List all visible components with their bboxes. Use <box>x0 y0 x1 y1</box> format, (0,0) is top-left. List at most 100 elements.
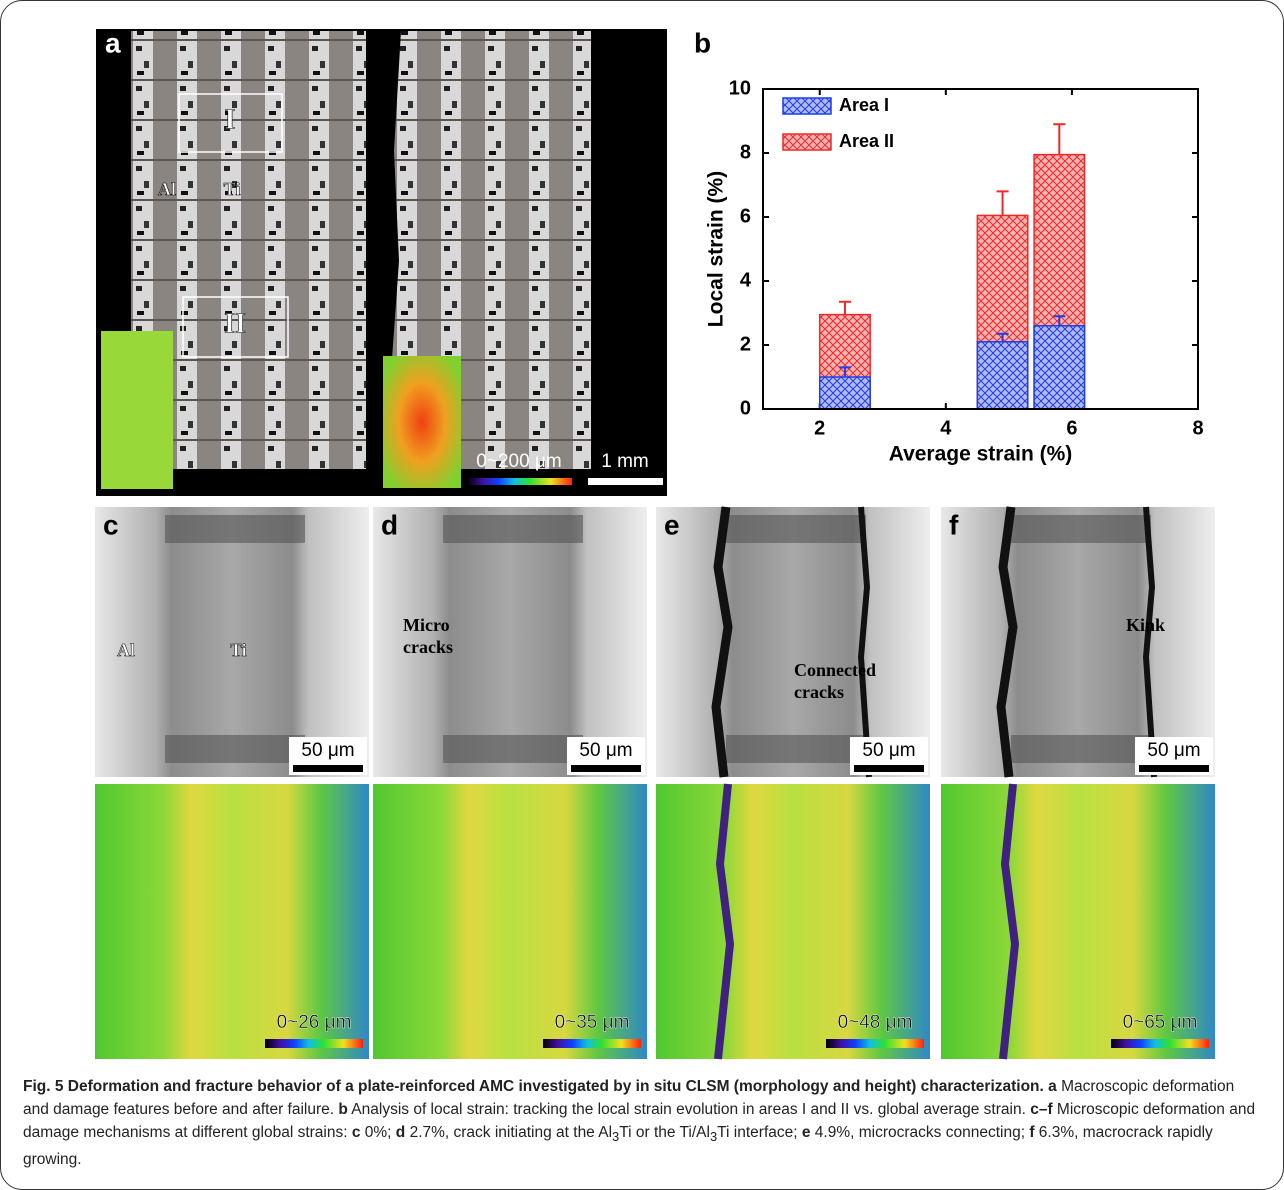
height-inset-before <box>101 331 173 489</box>
interface-band <box>1011 735 1151 763</box>
caption-text: 2.7%, crack initiating at the Al <box>405 1124 613 1141</box>
interface-band <box>443 515 583 543</box>
annotation: Connected <box>794 660 876 680</box>
bar <box>1033 325 1086 410</box>
panel-label: a <box>105 27 121 58</box>
panel-label: e <box>664 509 680 540</box>
interface-band <box>726 735 866 763</box>
colorbar <box>467 478 572 485</box>
y-tick-label: 0 <box>740 397 751 419</box>
y-tick-label: 6 <box>740 205 751 227</box>
scale-label: 50 μm <box>579 740 632 761</box>
crack <box>711 506 733 778</box>
micrograph <box>656 507 930 777</box>
caption-text: Analysis of local strain: tracking the l… <box>347 1101 1031 1118</box>
phase-label: Ti <box>224 179 241 199</box>
y-tick-label: 10 <box>729 77 751 99</box>
y-tick-label: 2 <box>740 333 751 355</box>
height-range: 0~26 μm <box>277 1012 352 1033</box>
caption-text: 3 <box>709 1129 718 1145</box>
scale-label: 50 μm <box>301 740 354 761</box>
scale-label: 50 μm <box>1147 740 1200 761</box>
micrograph <box>373 507 647 777</box>
scale-bar <box>293 765 363 772</box>
annotation: Kink <box>1126 615 1165 635</box>
annotation: Al <box>117 640 135 660</box>
scale-label: 50 μm <box>862 740 915 761</box>
crack-map <box>999 783 1020 1060</box>
bar <box>818 376 871 410</box>
caption-text: c–f <box>1030 1101 1053 1118</box>
legend-label: Area II <box>839 131 894 151</box>
scale-bar <box>1139 765 1209 772</box>
area-label: I <box>225 104 236 135</box>
scale-bar <box>571 765 641 772</box>
crack <box>857 506 872 778</box>
caption-text: 3 <box>612 1129 620 1145</box>
interface-band <box>726 515 866 543</box>
panel-label: d <box>381 509 398 540</box>
interface-band <box>165 515 305 543</box>
caption-text: Macroscopic deformation and damage featu… <box>23 1078 1235 1118</box>
crack <box>1142 506 1157 778</box>
caption-text: e <box>801 1124 811 1141</box>
plot-frame <box>762 88 1199 410</box>
area-1-box <box>178 93 283 153</box>
caption-text: Ti or the Ti/Al <box>619 1124 710 1141</box>
panel-label: c <box>103 509 119 540</box>
interface-band <box>165 735 305 763</box>
annotation: cracks <box>794 682 844 702</box>
height-range: 0~48 μm <box>838 1012 913 1033</box>
annotation: Ti <box>230 640 247 660</box>
x-tick-label: 8 <box>1192 417 1203 439</box>
colorbar <box>543 1039 641 1048</box>
colorbar <box>265 1039 363 1048</box>
interface-band <box>1011 515 1151 543</box>
caption-text: d <box>395 1124 406 1141</box>
y-tick-label: 4 <box>740 269 752 291</box>
panel-label: b <box>694 27 711 58</box>
height-range: 0~200 μm <box>476 451 561 472</box>
y-axis-label: Local strain (%) <box>705 171 728 327</box>
x-tick-label: 4 <box>940 417 952 439</box>
caption-text: c <box>351 1124 361 1141</box>
error-bar <box>996 190 1009 216</box>
error-bar <box>838 366 851 377</box>
scale-label: 1 mm <box>601 451 649 472</box>
micrograph <box>95 507 369 777</box>
x-axis-label: Average strain (%) <box>889 443 1073 466</box>
caption-text: 4.9%, microcracks connecting; <box>810 1124 1030 1141</box>
caption: Fig. 5 Deformation and fracture behavior… <box>23 1075 1263 1171</box>
annotation: Micro <box>403 615 450 635</box>
legend-swatch <box>782 133 832 151</box>
caption-text: f <box>1029 1124 1035 1141</box>
interface-band <box>443 735 583 763</box>
caption-text: 0%; <box>360 1124 396 1141</box>
height-map <box>373 784 647 1059</box>
caption-text: Ti interface; <box>717 1124 802 1141</box>
caption-text: b <box>338 1101 348 1118</box>
caption-text: Fig. 5 Deformation and fracture behavior… <box>23 1078 1044 1095</box>
caption-text: a <box>1048 1078 1057 1095</box>
colorbar <box>1111 1039 1209 1048</box>
bar <box>976 341 1029 410</box>
micrograph <box>941 507 1215 777</box>
scale-bar <box>588 478 663 485</box>
caption-text: Microscopic deformation and damage mecha… <box>23 1101 1256 1141</box>
caption-text: 6.3%, macrocrack rapidly growing. <box>23 1124 1213 1169</box>
x-tick-label: 6 <box>1066 417 1077 439</box>
legend-swatch <box>782 97 832 115</box>
height-inset-after <box>383 356 461 488</box>
error-bar <box>1053 315 1066 326</box>
x-tick-label: 2 <box>814 417 825 439</box>
error-bar <box>838 300 851 315</box>
area-2-box <box>182 296 289 358</box>
phase-label: Al <box>158 179 176 199</box>
crack <box>996 506 1018 778</box>
panel-label: f <box>949 509 959 540</box>
error-bar <box>1053 123 1066 155</box>
error-bar <box>996 332 1009 342</box>
height-map <box>656 784 930 1059</box>
